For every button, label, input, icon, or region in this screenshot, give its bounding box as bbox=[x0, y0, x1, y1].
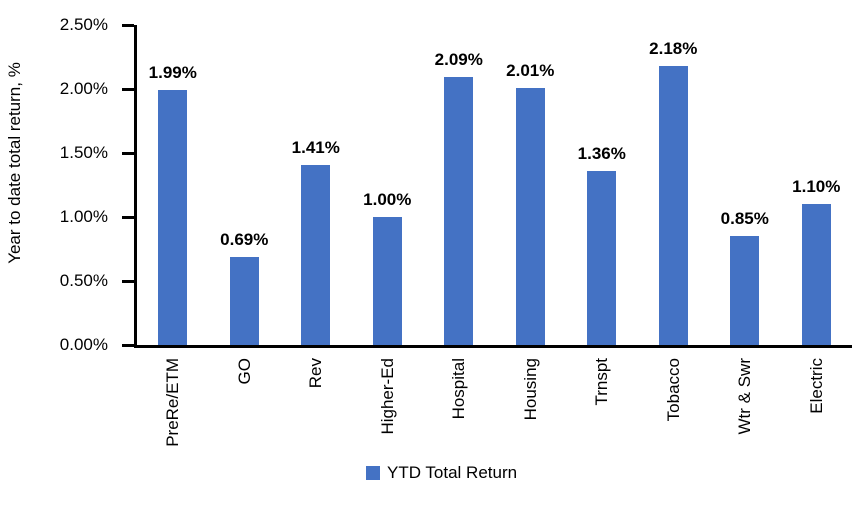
bar bbox=[158, 90, 188, 345]
bar-value-label: 1.10% bbox=[792, 177, 841, 197]
y-tick-mark bbox=[122, 23, 134, 27]
y-tick-mark bbox=[122, 87, 134, 91]
x-category-label: Rev bbox=[306, 358, 326, 389]
x-category-label: Wtr & Swr bbox=[735, 358, 755, 435]
bar bbox=[587, 170, 617, 345]
bar bbox=[515, 87, 545, 345]
x-category-label: GO bbox=[234, 358, 254, 385]
bar-value-label: 2.01% bbox=[506, 60, 555, 80]
y-tick-label: 2.00% bbox=[59, 79, 108, 98]
x-category-label: Hospital bbox=[449, 358, 469, 420]
bar-value-label: 2.09% bbox=[434, 50, 483, 70]
y-tick-mark bbox=[122, 151, 134, 155]
y-tick-mark bbox=[122, 279, 134, 283]
y-tick-label: 0.50% bbox=[59, 271, 108, 290]
y-tick-mark bbox=[122, 215, 134, 219]
bar bbox=[444, 77, 474, 345]
bar-value-label: 1.36% bbox=[577, 143, 626, 163]
bar-value-label: 0.69% bbox=[220, 229, 269, 249]
bar bbox=[372, 217, 402, 345]
bar-value-label: 1.00% bbox=[363, 190, 412, 209]
bar bbox=[801, 204, 831, 345]
legend-label: YTD Total Return bbox=[387, 463, 518, 482]
x-category-label: Trnspt bbox=[592, 358, 612, 406]
x-category-label: Tobacco bbox=[663, 358, 683, 422]
y-tick-mark bbox=[122, 343, 134, 347]
bar-value-label: 1.41% bbox=[291, 137, 340, 157]
bar-value-label: 1.99% bbox=[148, 63, 197, 83]
y-tick-label: 1.00% bbox=[59, 207, 108, 226]
bar-value-label: 0.85% bbox=[720, 209, 769, 229]
bar bbox=[229, 256, 259, 345]
bar bbox=[730, 236, 760, 345]
x-category-label: PreRe/ETM bbox=[163, 358, 183, 447]
legend-swatch bbox=[366, 466, 380, 480]
y-tick-label: 1.50% bbox=[59, 143, 108, 162]
bar-value-label: 2.18% bbox=[649, 38, 698, 58]
x-category-label: Electric bbox=[806, 358, 826, 414]
legend: YTD Total Return bbox=[366, 464, 517, 482]
y-axis-line bbox=[134, 25, 137, 348]
bar bbox=[301, 164, 331, 345]
x-category-label: Housing bbox=[520, 358, 540, 421]
x-axis-line bbox=[134, 345, 852, 348]
y-tick-label: 2.50% bbox=[59, 15, 108, 34]
x-category-label: Higher-Ed bbox=[377, 358, 397, 435]
bar bbox=[658, 65, 688, 345]
y-tick-label: 0.00% bbox=[59, 335, 108, 354]
